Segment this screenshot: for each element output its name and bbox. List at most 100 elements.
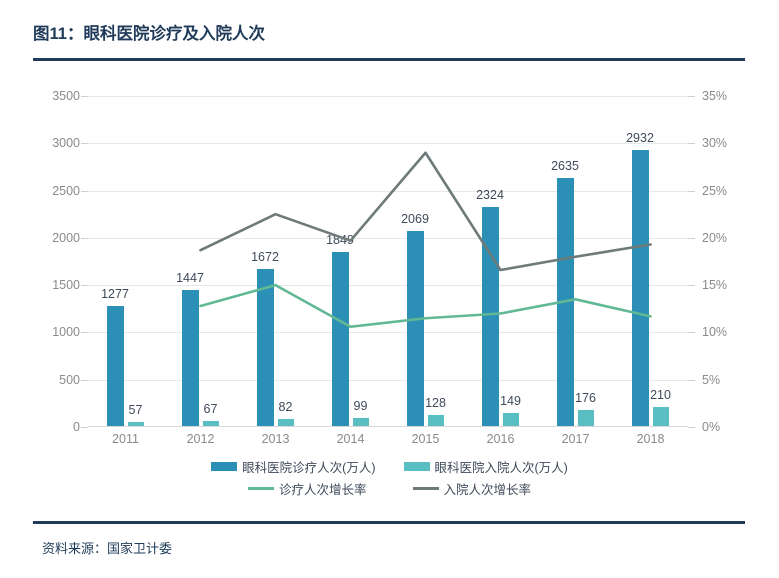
bar-label-inpatient: 210 [650,388,671,403]
y-axis-right-tick-mark [688,237,695,239]
bar-label-outpatient: 2069 [401,212,429,227]
x-axis-tick-label: 2014 [336,432,365,446]
bar-label-outpatient: 2324 [476,188,504,203]
y-axis-right-tick: 10% [702,325,728,340]
bar-label-inpatient: 57 [128,402,143,417]
legend-label: 眼科医院入院人次(万人) [434,460,568,475]
legend-inpatient-growth[interactable]: 入院人次增长率 [412,479,532,498]
y-axis-left-tick: 1500 [52,278,80,293]
legend-outpatient-visits[interactable]: 眼科医院诊疗人次(万人) [211,457,376,476]
bar-inpatient-visits[interactable] [577,410,594,427]
gridline [88,96,688,97]
page-title: 图11：眼科医院诊疗及入院人次 [33,25,265,43]
y-axis-right-tick-mark [688,379,695,381]
y-axis-left-tick: 500 [59,372,80,387]
bar-inpatient-visits[interactable] [277,419,294,427]
y-axis-left-tick-mark [81,379,88,381]
legend-bar-swatch [403,461,430,471]
x-axis-tick-label: 2018 [636,432,665,446]
y-axis-right-tick: 15% [702,278,728,293]
x-axis-tick-label: 2012 [186,432,215,446]
x-axis-tick-label: 2016 [486,432,515,446]
bar-label-outpatient: 1849 [326,233,354,248]
y-axis-left-tick: 2000 [52,230,80,245]
bar-label-inpatient: 149 [500,393,521,408]
y-axis-right-tick: 0% [702,420,721,434]
chart-legend: 眼科医院诊疗人次(万人) 眼科医院入院人次(万人) 诊疗人次增长率 入院人次增长率 [0,455,779,499]
bar-inpatient-visits[interactable] [127,421,144,427]
bar-label-inpatient: 82 [278,400,293,415]
y-axis-right-tick-mark [688,427,695,428]
bar-inpatient-visits[interactable] [352,417,369,427]
y-axis-right-tick: 30% [702,136,728,151]
y-axis-left-tick: 3000 [52,136,80,151]
legend-line-swatch [247,486,274,490]
x-axis-tick-label: 2013 [261,432,290,446]
chart-plot-area: 1277 57 1447 67 1672 82 1849 99 2069 128 2324 149 26… [88,96,688,446]
bar-label-outpatient: 1447 [176,271,204,286]
bar-outpatient-visits[interactable] [556,177,574,427]
legend-label: 眼科医院诊疗人次(万人) [242,460,376,475]
legend-row-lines: 诊疗人次增长率 入院人次增长率 [0,477,779,499]
y-axis-left-tick-mark [81,285,88,287]
bar-label-inpatient: 128 [425,395,446,410]
gridline [88,285,688,287]
bar-inpatient-visits[interactable] [202,420,219,427]
bar-label-outpatient: 1672 [251,249,279,264]
bar-outpatient-visits[interactable] [181,290,199,427]
y-axis-left-tick-mark [81,237,88,239]
bar-inpatient-visits[interactable] [427,414,444,427]
y-axis-right-tick: 35% [702,89,728,103]
figure-title: 图11：眼科医院诊疗及入院人次 [33,22,745,56]
bar-label-inpatient: 99 [353,398,368,413]
bar-inpatient-visits[interactable] [502,412,519,427]
source-note: 资料来源：国家卫计委 [42,541,173,556]
y-axis-left-tick: 1000 [52,325,80,340]
y-axis-right-tick-mark [688,96,695,97]
bar-inpatient-visits[interactable] [652,407,669,427]
bar-outpatient-visits[interactable] [631,149,649,427]
y-axis-left-tick: 2500 [52,183,80,198]
bar-label-outpatient: 1277 [101,287,129,302]
legend-row-bars: 眼科医院诊疗人次(万人) 眼科医院入院人次(万人) [0,455,779,477]
bar-label-inpatient: 67 [203,401,218,416]
y-axis-left-tick-mark [81,143,88,145]
bar-label-inpatient: 176 [575,391,596,406]
y-axis-left-tick-mark [81,96,88,97]
legend-outpatient-growth[interactable]: 诊疗人次增长率 [247,479,367,498]
bar-outpatient-visits[interactable] [106,306,124,427]
legend-inpatient-visits[interactable]: 眼科医院入院人次(万人) [403,457,568,476]
x-axis-tick-label: 2017 [561,432,590,446]
x-axis-tick-label: 2015 [411,432,440,446]
y-axis-left-tick-mark [81,190,88,192]
legend-label: 诊疗人次增长率 [278,482,367,497]
y-axis-right-tick: 20% [702,230,728,245]
y-axis-left-tick-mark [81,332,88,334]
x-axis-baseline [88,426,688,427]
footer-divider [33,521,745,524]
gridline [88,332,688,334]
line-series-group [199,151,652,329]
legend-bar-swatch [211,461,238,471]
gridline [88,143,688,145]
y-axis-left-tick-mark [81,427,88,428]
gridline [88,237,688,239]
bar-label-outpatient: 2932 [626,130,654,145]
y-axis-right-tick-mark [688,332,695,334]
x-axis-tick-label: 2011 [112,432,139,446]
bar-label-outpatient: 2635 [551,158,579,173]
y-axis-right-tick: 25% [702,183,728,198]
y-axis-right-tick-mark [688,190,695,192]
gridline [88,379,688,381]
y-axis-left-tick: 0 [73,420,80,434]
y-axis-right-tick-mark [688,143,695,145]
gridline [88,190,688,192]
bar-outpatient-visits[interactable] [406,231,424,427]
legend-line-swatch [412,486,439,490]
legend-label: 入院人次增长率 [443,482,532,497]
y-axis-right-tick-mark [688,285,695,287]
y-axis-right-tick: 5% [702,372,721,387]
y-axis-left-tick: 3500 [52,89,80,103]
title-divider [33,58,745,61]
